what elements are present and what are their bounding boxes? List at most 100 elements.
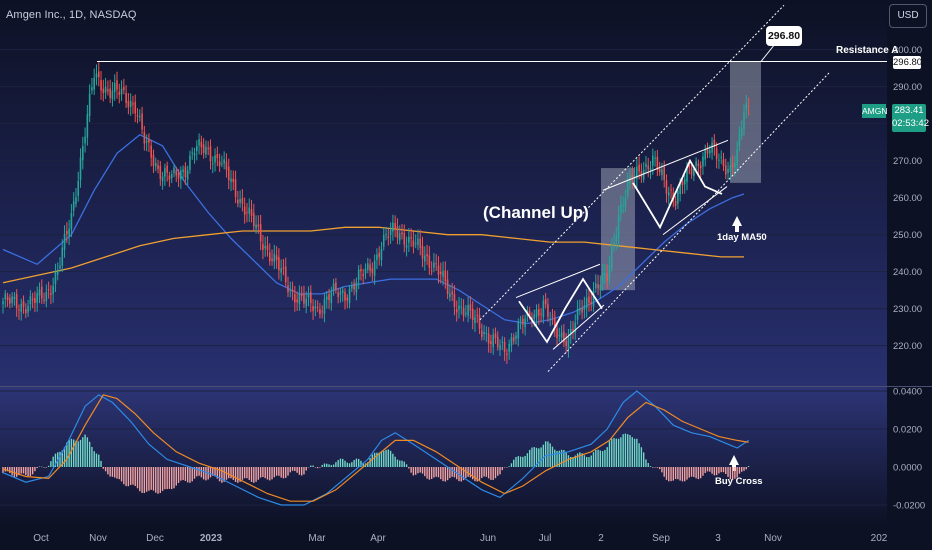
histogram-bar (355, 458, 358, 467)
histogram-bar (460, 467, 462, 482)
histogram-bar (47, 465, 50, 467)
histogram-bar (426, 467, 428, 479)
histogram-bar (342, 458, 344, 467)
histogram-bar (389, 450, 392, 467)
candle-body (606, 273, 608, 282)
candle-body (164, 168, 166, 177)
histogram-bar (339, 458, 342, 467)
histogram-bar (592, 452, 595, 467)
histogram-bar (469, 467, 472, 478)
histogram-bar (95, 453, 98, 467)
histogram-bar (394, 456, 396, 467)
histogram-bar (378, 452, 380, 467)
histogram-bar (196, 467, 198, 477)
main-pane-bg (0, 0, 887, 386)
histogram-bar (323, 463, 326, 467)
histogram-bar (13, 467, 16, 477)
candle-body (341, 290, 344, 293)
candle-body (499, 344, 501, 351)
histogram-bar (287, 467, 289, 476)
histogram-bar (239, 467, 241, 482)
candle-body (63, 233, 66, 250)
candle-body (576, 308, 579, 320)
histogram-bar (129, 467, 132, 485)
histogram-bar (41, 466, 43, 468)
histogram-bar (205, 467, 207, 481)
histogram-bar (652, 467, 654, 468)
candle-body (560, 332, 563, 338)
candle-body (50, 293, 52, 295)
candle-body (36, 293, 38, 303)
candle-body (519, 319, 522, 321)
histogram-bar (709, 467, 711, 472)
histogram-bar (503, 467, 506, 468)
histogram-bar (31, 467, 34, 475)
candle-body (715, 148, 718, 160)
histogram-bar (743, 467, 745, 471)
histogram-bar (326, 463, 328, 467)
histogram-bar (385, 449, 387, 467)
candle-body (191, 152, 194, 154)
candle-body (264, 246, 266, 249)
histogram-bar (262, 467, 264, 478)
candle-body (652, 155, 654, 166)
current-price-tag: 283.41 02:53:42 (892, 104, 929, 132)
candle-body (4, 293, 7, 300)
candle-body (11, 296, 13, 304)
histogram-bar (321, 464, 323, 467)
histogram-bar (551, 446, 554, 467)
price-tick-label: 220.00 (893, 341, 922, 352)
histogram-bar (376, 452, 378, 467)
time-axis-bg (0, 526, 932, 550)
histogram-bar (608, 441, 611, 467)
candle-body (549, 318, 551, 320)
histogram-bar (278, 467, 280, 476)
histogram-bar (531, 447, 533, 467)
candle-body (34, 297, 36, 303)
histogram-bar (604, 449, 606, 467)
histogram-bar (335, 462, 337, 467)
candle-body (512, 337, 515, 341)
histogram-bar (693, 467, 695, 477)
histogram-bar (465, 467, 467, 479)
histogram-bar (387, 449, 390, 467)
candle-body (686, 166, 688, 182)
currency-button[interactable]: USD (889, 4, 927, 28)
candle-body (325, 296, 328, 300)
candle-body (337, 292, 339, 298)
price-tick-label: 290.00 (893, 82, 922, 93)
candle-body (300, 294, 303, 296)
candle-body (296, 299, 298, 303)
candle-body (136, 115, 139, 117)
histogram-bar (298, 467, 301, 475)
zigzag-arrow (518, 277, 603, 344)
candle-body (319, 309, 321, 315)
candle-body (355, 281, 358, 293)
histogram-bar (259, 467, 262, 478)
candle-body (54, 271, 57, 285)
histogram-bar (241, 467, 244, 480)
histogram-bar (442, 467, 444, 482)
candle-body (467, 304, 469, 316)
histogram-bar (517, 456, 519, 467)
histogram-bar (467, 467, 469, 477)
buy-cross-arrow-icon (729, 455, 739, 471)
histogram-bar (718, 467, 720, 474)
histogram-bar (100, 460, 102, 467)
candle-body (200, 141, 203, 148)
target-price-callout: 296.80 (766, 26, 802, 46)
histogram-bar (588, 457, 590, 467)
histogram-bar (307, 467, 310, 468)
candle-body (645, 163, 647, 167)
histogram-bar (177, 467, 180, 483)
histogram-bar (528, 449, 531, 467)
histogram-bar (487, 467, 490, 479)
histogram-bar (123, 467, 125, 485)
candle-body (421, 245, 424, 259)
histogram-bar (515, 456, 517, 467)
time-tick-label: 202 (871, 533, 888, 544)
candle-body (663, 166, 665, 180)
histogram-bar (193, 467, 196, 479)
histogram-bar (722, 467, 725, 473)
